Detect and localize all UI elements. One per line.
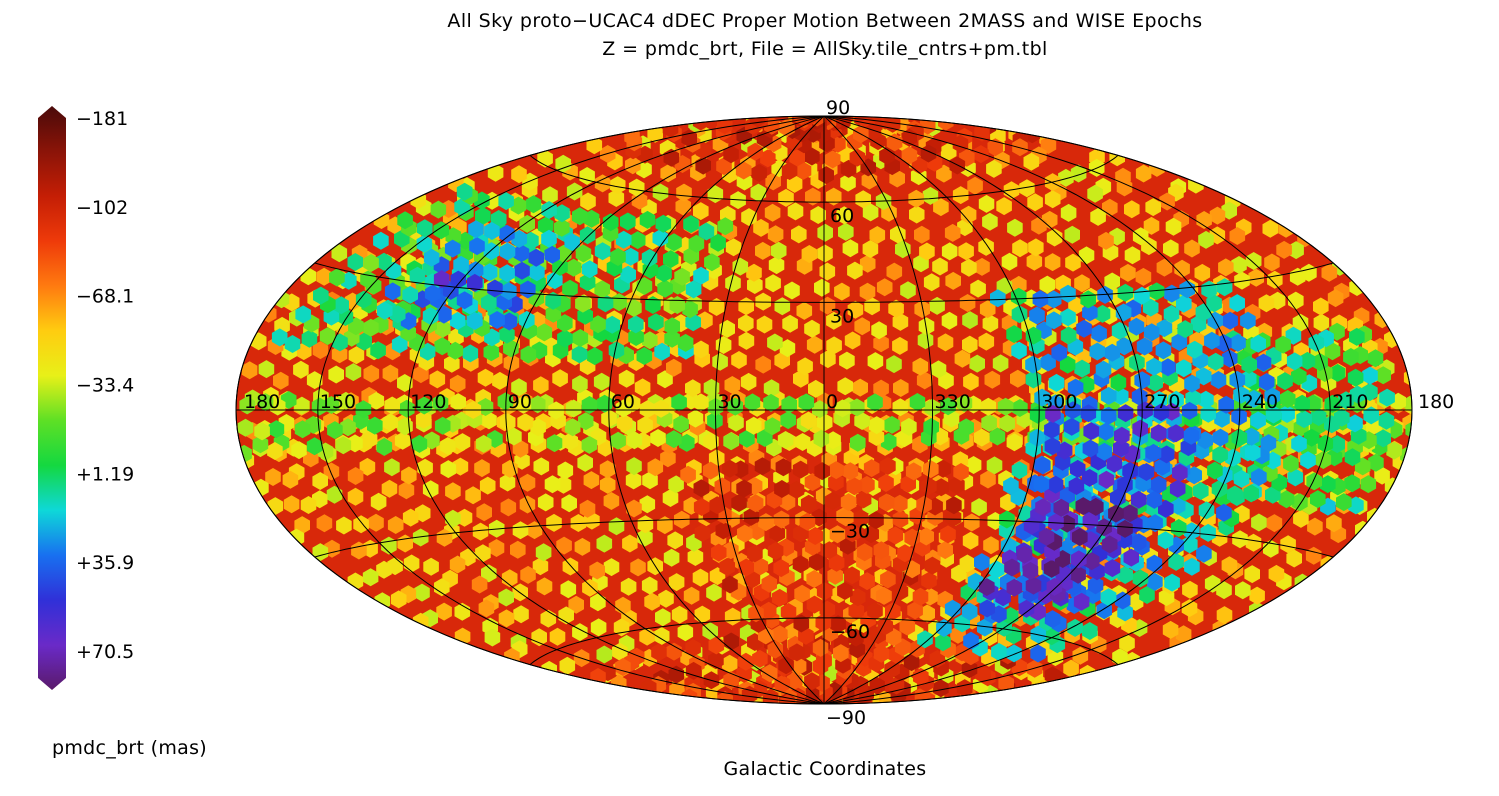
latitude-label: 90 — [826, 97, 850, 119]
longitude-label: 150 — [320, 391, 356, 413]
map-boundary — [235, 115, 1413, 705]
colorbar-tick-label: −102 — [76, 197, 128, 219]
region-magellanic-purple — [979, 497, 1138, 603]
sky-map — [236, 116, 1412, 704]
longitude-label: 180 — [1418, 391, 1454, 413]
colorbar-label: pmdc_brt (mas) — [52, 737, 208, 759]
longitude-label: 240 — [1242, 391, 1278, 413]
longitude-label: 0 — [826, 391, 838, 413]
region-north-blob — [376, 220, 580, 331]
coordinate-labels: 180 150 120 90 60 30 0 330 300 270 240 210 180906030… — [244, 97, 1454, 729]
longitude-label: 90 — [508, 391, 532, 413]
colorbar-tick-label: +35.9 — [76, 552, 134, 574]
colorbar-tick-label: −33.4 — [76, 375, 134, 397]
latitude-label: −60 — [830, 621, 870, 643]
longitude-label: 270 — [1144, 391, 1180, 413]
colorbar-ticks: −181 −102 −68.1 −33.4 +1.19 +35.9 +70.5 — [76, 108, 134, 663]
longitude-label: 180 — [244, 391, 280, 413]
colorbar-tick-label: +1.19 — [76, 463, 134, 485]
graticule — [235, 115, 1413, 705]
colorbar-tick-label: −181 — [76, 108, 128, 130]
chart-subtitle: Z = pmdc_brt, File = AllSky.tile_cntrs+p… — [602, 38, 1048, 60]
parallel-line — [314, 262, 1334, 303]
latitude-label: −90 — [826, 707, 866, 729]
region-belt-west — [1215, 322, 1395, 516]
longitude-label: 60 — [611, 391, 635, 413]
colorbar-scale — [38, 106, 66, 690]
parallel-line — [529, 617, 1119, 665]
chart-title: All Sky proto−UCAC4 dDEC Proper Motion B… — [447, 10, 1203, 32]
latitude-label: 30 — [830, 305, 854, 327]
colorbar-tick-label: +70.5 — [76, 641, 134, 663]
x-axis-label: Galactic Coordinates — [723, 758, 927, 780]
latitude-label: −30 — [830, 521, 870, 543]
colorbar — [38, 106, 66, 690]
longitude-label: 210 — [1332, 391, 1368, 413]
longitude-label: 300 — [1041, 391, 1077, 413]
longitude-label: 30 — [717, 391, 741, 413]
longitude-label: 330 — [935, 391, 971, 413]
region-north-blue — [424, 270, 483, 310]
colorbar-tick-label: −68.1 — [76, 286, 134, 308]
longitude-label: 120 — [410, 391, 446, 413]
parallel-line — [314, 517, 1334, 558]
parallel-line — [529, 155, 1119, 203]
latitude-label: 60 — [830, 205, 854, 227]
